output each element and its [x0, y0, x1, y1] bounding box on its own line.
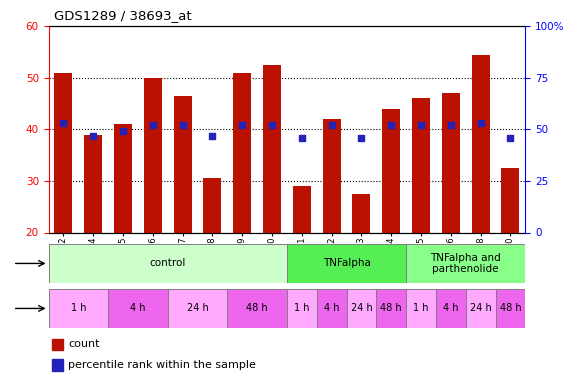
FancyBboxPatch shape — [108, 289, 168, 328]
Text: 1 h: 1 h — [71, 303, 86, 313]
Point — [476, 120, 485, 126]
Text: 4 h: 4 h — [443, 303, 459, 313]
FancyBboxPatch shape — [49, 244, 287, 283]
FancyBboxPatch shape — [466, 289, 496, 328]
Text: percentile rank within the sample: percentile rank within the sample — [68, 360, 256, 370]
FancyBboxPatch shape — [168, 289, 227, 328]
Bar — [85, 135, 102, 232]
Text: TNFalpha: TNFalpha — [323, 258, 371, 268]
Bar — [51, 359, 63, 371]
Point — [208, 133, 217, 139]
FancyBboxPatch shape — [406, 289, 436, 328]
Bar — [144, 78, 162, 232]
Text: 48 h: 48 h — [500, 303, 521, 313]
FancyBboxPatch shape — [406, 244, 525, 283]
Bar — [293, 186, 311, 232]
Text: 1 h: 1 h — [294, 303, 309, 313]
FancyBboxPatch shape — [49, 289, 108, 328]
Point — [416, 122, 425, 128]
FancyBboxPatch shape — [287, 244, 406, 283]
Point — [297, 135, 307, 141]
Text: GDS1289 / 38693_at: GDS1289 / 38693_at — [54, 9, 192, 22]
Bar — [234, 73, 251, 232]
Bar — [472, 55, 489, 232]
Text: TNFalpha and
parthenolide: TNFalpha and parthenolide — [431, 253, 501, 274]
Point — [447, 122, 456, 128]
FancyBboxPatch shape — [436, 289, 466, 328]
Bar — [263, 65, 281, 232]
Point — [267, 122, 276, 128]
Text: 4 h: 4 h — [130, 303, 146, 313]
Text: 48 h: 48 h — [246, 303, 268, 313]
Point — [148, 122, 158, 128]
Point — [506, 135, 515, 141]
Point — [178, 122, 187, 128]
Text: 24 h: 24 h — [351, 303, 372, 313]
Text: time: time — [0, 303, 1, 313]
Bar — [51, 339, 63, 350]
FancyBboxPatch shape — [496, 289, 525, 328]
Text: count: count — [68, 339, 99, 350]
Bar — [174, 96, 192, 232]
FancyBboxPatch shape — [347, 289, 376, 328]
FancyBboxPatch shape — [317, 289, 347, 328]
Bar — [203, 178, 222, 232]
Text: 48 h: 48 h — [380, 303, 402, 313]
Bar — [114, 124, 132, 232]
Bar — [323, 119, 340, 232]
Bar — [383, 109, 400, 232]
FancyBboxPatch shape — [376, 289, 406, 328]
Bar — [412, 99, 430, 232]
Text: agent: agent — [0, 258, 1, 268]
Bar — [501, 168, 520, 232]
Point — [59, 120, 68, 126]
Text: control: control — [150, 258, 186, 268]
Text: 1 h: 1 h — [413, 303, 429, 313]
Point — [118, 128, 127, 135]
Bar — [442, 93, 460, 232]
Bar — [54, 73, 73, 232]
Point — [357, 135, 366, 141]
Text: 4 h: 4 h — [324, 303, 339, 313]
Point — [89, 133, 98, 139]
Text: 24 h: 24 h — [187, 303, 208, 313]
Point — [387, 122, 396, 128]
Point — [238, 122, 247, 128]
Text: 24 h: 24 h — [470, 303, 492, 313]
FancyBboxPatch shape — [287, 289, 317, 328]
Point — [327, 122, 336, 128]
FancyBboxPatch shape — [227, 289, 287, 328]
Bar — [352, 194, 371, 232]
